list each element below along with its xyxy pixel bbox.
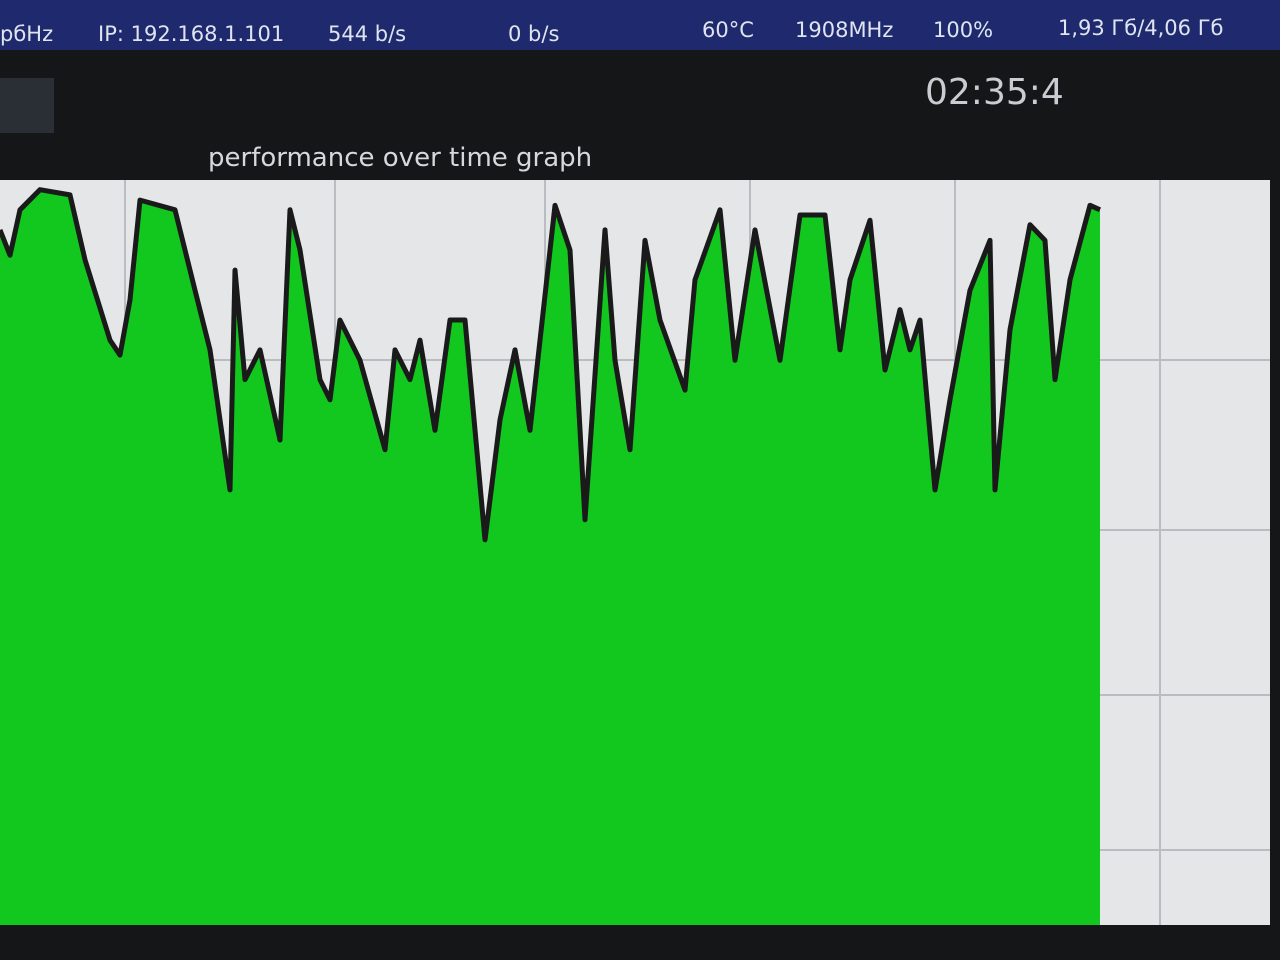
area-line: [0, 187, 1102, 543]
status-bar: рбHz IP: 192.168.1.101 544 b/s 0 b/s 60°…: [0, 0, 1280, 50]
status-text: рбHz: [0, 22, 54, 46]
download-rate: 544 b/s: [328, 22, 407, 46]
memory: 1,93 Гб/4,06 Гб: [1058, 16, 1224, 40]
chart-title: performance over time graph: [208, 143, 593, 173]
ip-address: IP: 192.168.1.101: [98, 22, 285, 46]
cpu-frequency: 1908MHz: [795, 18, 894, 42]
back-button[interactable]: [0, 78, 54, 133]
clock: 02:35:4: [925, 72, 1064, 113]
upload-rate: 0 b/s: [508, 22, 560, 46]
cpu-load: 100%: [933, 18, 994, 42]
area-fill: [0, 189, 1100, 925]
temperature: 60°C: [702, 18, 754, 42]
